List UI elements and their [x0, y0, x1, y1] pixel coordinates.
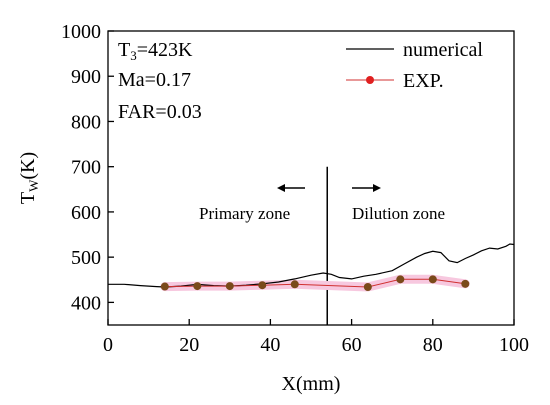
- y-tick-label: 900: [71, 66, 101, 88]
- dilution-zone-label: Dilution zone: [352, 204, 445, 223]
- exp-data-point: [396, 275, 405, 284]
- y-axis-ticks: 400 500 600 700 800 900 1000: [61, 21, 114, 314]
- y-tick-label: 600: [71, 202, 101, 224]
- exp-data-point: [363, 283, 372, 292]
- exp-markers: [160, 275, 470, 292]
- exp-data-point: [160, 282, 169, 291]
- plot-frame: [107, 30, 515, 326]
- x-tick-label: 40: [260, 334, 280, 356]
- legend-label-numerical: numerical: [403, 39, 483, 61]
- exp-data-point: [258, 281, 267, 290]
- x-tick-label: 20: [179, 334, 199, 356]
- y-tick-label: 500: [71, 247, 101, 269]
- primary-zone-arrow-icon: [277, 184, 305, 192]
- primary-zone-label: Primary zone: [199, 204, 290, 223]
- exp-data-point: [290, 280, 299, 289]
- exp-data-point: [428, 275, 437, 284]
- exp-data-point: [225, 282, 234, 291]
- x-tick-label: 0: [103, 334, 113, 356]
- annotation-t3: T3=423K: [118, 39, 193, 63]
- y-tick-label: 700: [71, 157, 101, 179]
- x-tick-label: 60: [342, 334, 362, 356]
- y-axis-label: TW(K): [17, 152, 41, 204]
- legend: numerical EXP.: [346, 39, 483, 92]
- dilution-zone-arrow-icon: [352, 184, 381, 192]
- x-axis-ticks: 0 20 40 60 80 100: [103, 319, 529, 356]
- y-tick-label: 800: [71, 111, 101, 133]
- y-tick-label: 400: [71, 292, 101, 314]
- legend-label-exp: EXP.: [403, 70, 444, 92]
- exp-data-point: [461, 279, 470, 288]
- x-axis-label: X(mm): [282, 373, 341, 395]
- annotation-far: FAR=0.03: [118, 101, 202, 123]
- x-tick-label: 100: [499, 334, 529, 356]
- y-tick-label: 1000: [61, 21, 101, 43]
- exp-data-point: [193, 282, 202, 291]
- legend-marker-exp: [366, 76, 374, 84]
- x-tick-label: 80: [423, 334, 443, 356]
- annotation-mach: Ma=0.17: [118, 69, 191, 91]
